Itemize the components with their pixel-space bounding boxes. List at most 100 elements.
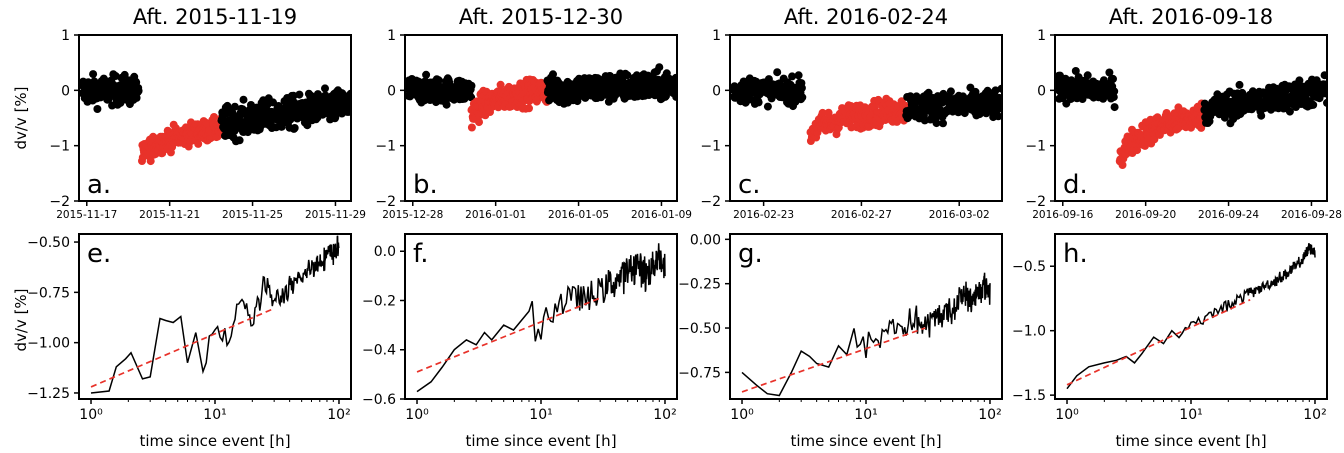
- scatter-points: [405, 63, 677, 132]
- data-point: [767, 94, 776, 103]
- scatter-points: [1055, 67, 1327, 169]
- x-axis-label: time since event [h]: [465, 432, 616, 450]
- y-tick-label: −1.25: [27, 386, 70, 402]
- data-point: [672, 92, 677, 101]
- fit-line: [1066, 298, 1251, 386]
- x-tick-label: 10¹: [854, 407, 877, 423]
- y-tick-label: 0.0: [374, 244, 396, 260]
- y-tick-label: −1: [375, 139, 396, 155]
- data-point: [434, 76, 443, 85]
- panel-title: Aft. 2015-11-19: [133, 5, 297, 29]
- data-point: [655, 63, 664, 72]
- panel-label: b.: [413, 170, 438, 200]
- x-tick-label: 2016-09-28: [1281, 209, 1342, 221]
- data-point: [997, 84, 1002, 93]
- y-tick-label: −1.00: [27, 336, 70, 352]
- data-point: [549, 70, 557, 79]
- x-tick-label: 10⁰: [730, 407, 754, 423]
- y-tick-label: −0.50: [27, 235, 70, 251]
- panel-label: a.: [87, 170, 111, 200]
- data-point: [1309, 100, 1318, 109]
- panel-title: Aft. 2016-02-24: [784, 5, 948, 29]
- y-tick-label: −2: [700, 194, 721, 210]
- data-point: [623, 71, 632, 80]
- fit-line: [416, 297, 601, 373]
- plot-frame: [729, 233, 1003, 400]
- x-tick-label: 10²: [978, 407, 1001, 423]
- x-tick-label: 2016-01-01: [465, 209, 526, 221]
- x-tick-label: 10²: [327, 407, 350, 423]
- y-tick-label: 0: [1037, 83, 1046, 99]
- data-point: [994, 112, 1002, 121]
- x-tick-label: 2016-01-09: [631, 209, 692, 221]
- data-point: [525, 104, 533, 113]
- y-tick-label: −2: [49, 194, 70, 210]
- fit-line: [90, 307, 275, 388]
- data-point: [89, 70, 98, 79]
- line-panel-2: 0.0 −0.2 −0.4 −0.6 10⁰ 10¹ 10² time since event…: [362, 233, 678, 450]
- data-point: [1322, 83, 1327, 92]
- y-tick-label: −0.6: [362, 392, 396, 408]
- y-tick-label: −0.75: [27, 285, 70, 301]
- data-point: [1133, 146, 1142, 155]
- line-panel-1: −0.50 −0.75 −1.00 −1.25 10⁰ 10¹ 10² time since …: [27, 233, 352, 450]
- data-point: [1109, 93, 1118, 102]
- y-tick-label: −1.0: [1012, 324, 1046, 340]
- plot-frame: [1054, 34, 1328, 202]
- x-tick-label: 10¹: [203, 407, 226, 423]
- dvv-line: [1066, 243, 1316, 390]
- plot-frame: [404, 34, 678, 202]
- data-point: [798, 93, 807, 102]
- x-tick-label: 2016-09-24: [1198, 209, 1259, 221]
- x-tick-label: 2016-09-16: [1032, 209, 1093, 221]
- x-tick-label: 10¹: [1179, 407, 1202, 423]
- data-point: [239, 95, 248, 104]
- x-tick-label: 2016-03-02: [929, 209, 990, 221]
- data-point: [210, 113, 218, 121]
- data-point: [134, 86, 143, 95]
- line-panel-3: 0.00 −0.25 −0.50 −0.75 10⁰ 10¹ 10² time since e…: [678, 232, 1003, 450]
- y-tick-label: −1.5: [1012, 388, 1046, 404]
- x-tick-label: 10¹: [529, 407, 552, 423]
- y-tick-label: −2: [1025, 194, 1046, 210]
- data-point: [1285, 107, 1294, 116]
- fit-line: [741, 327, 926, 393]
- y-tick-label: −2: [375, 194, 396, 210]
- data-point: [1109, 74, 1117, 83]
- panel-title: Aft. 2015-12-30: [459, 5, 623, 29]
- y-tick-label: −0.75: [678, 365, 721, 381]
- data-point: [1110, 87, 1119, 96]
- data-point: [939, 119, 947, 128]
- y-tick-label: 0: [712, 83, 721, 99]
- scatter-points: [79, 70, 351, 166]
- data-point: [1071, 67, 1080, 75]
- y-tick-label: 1: [61, 28, 70, 44]
- x-tick-label: 2016-09-20: [1115, 209, 1176, 221]
- y-tick-label: −0.4: [362, 343, 396, 359]
- y-tick-label: 0: [387, 83, 396, 99]
- data-point: [1235, 80, 1244, 89]
- bottom-row-y-axis-label: dv/v [%]: [12, 288, 30, 351]
- data-point: [230, 102, 239, 111]
- dvv-line: [741, 272, 991, 397]
- y-tick-label: 1: [1037, 28, 1046, 44]
- data-point: [1118, 161, 1127, 169]
- x-tick-label: 2015-11-29: [305, 209, 366, 221]
- y-tick-label: −1: [700, 139, 721, 155]
- data-point: [321, 84, 329, 93]
- data-point: [794, 71, 803, 80]
- y-tick-label: −1: [1025, 139, 1046, 155]
- dvv-line: [90, 235, 340, 394]
- data-point: [788, 72, 797, 81]
- data-point: [422, 70, 431, 79]
- data-point: [290, 124, 299, 132]
- data-point: [475, 118, 483, 127]
- data-point: [1150, 135, 1159, 144]
- data-point: [847, 123, 856, 132]
- scatter-panel-3: 1 0 −1 −2 2016-02-23 2016-02-27 2016-03-02 Aft.…: [700, 5, 1003, 221]
- data-point: [763, 102, 772, 111]
